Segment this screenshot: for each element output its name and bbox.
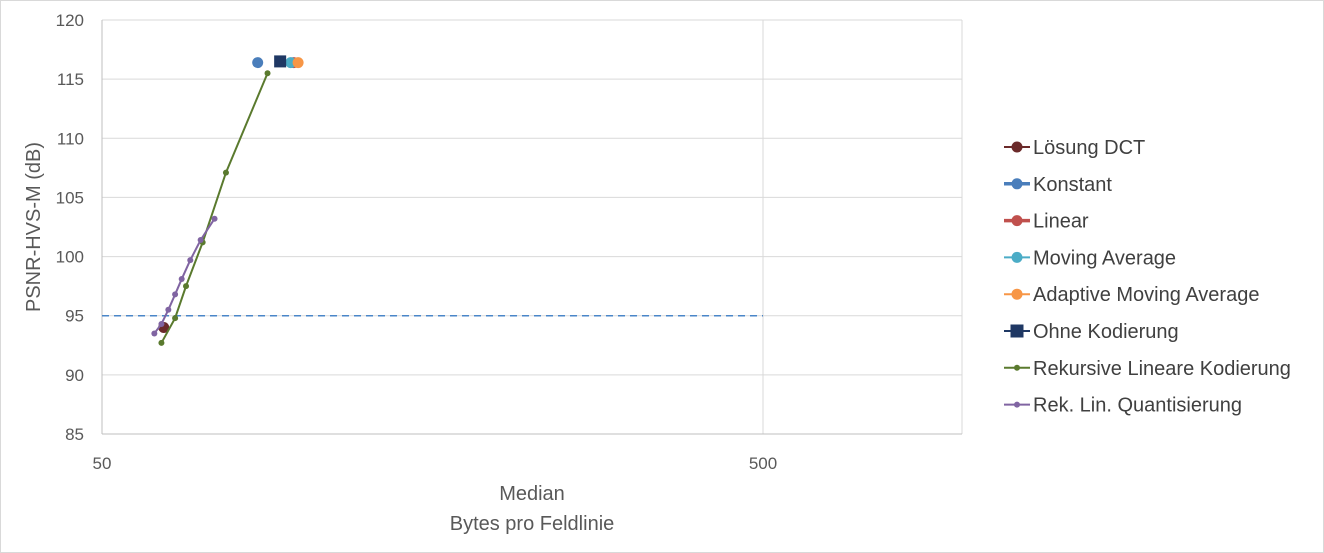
x-axis-title: Median: [499, 483, 565, 505]
legend-swatch-marker: [1011, 288, 1023, 300]
series-line-rekursive-lineare-kodierung: [160, 72, 269, 344]
x-axis-subtitle: Bytes pro Feldlinie: [450, 513, 615, 535]
legend-label: Lösung DCT: [1033, 137, 1145, 159]
legend-item-linear: Linear: [1004, 211, 1089, 233]
legend-label: Konstant: [1033, 174, 1112, 196]
legend-item-adaptive-moving-average: Adaptive Moving Average: [1004, 284, 1259, 306]
legend-swatch-marker: [1014, 401, 1020, 408]
data-point-rek-lin-quantisierung: [197, 237, 204, 244]
data-point-rek-lin-quantisierung: [211, 215, 218, 222]
data-point-rek-lin-quantisierung: [187, 257, 194, 264]
legend-label: Linear: [1033, 211, 1089, 233]
legend-swatch-marker: [1011, 178, 1023, 190]
data-point-rek-lin-quantisierung: [151, 330, 158, 337]
legend-label: Moving Average: [1033, 247, 1176, 269]
y-tick-label: 90: [65, 366, 84, 385]
y-tick-label: 115: [57, 70, 84, 89]
legend-item-konstant: Konstant: [1004, 174, 1112, 196]
data-point-rek-lin-quantisierung: [172, 291, 179, 298]
legend-swatch-marker: [1014, 364, 1020, 371]
legend-item-l-sung-dct: Lösung DCT: [1004, 137, 1145, 159]
y-tick-label: 85: [65, 425, 84, 444]
x-tick-label: 500: [749, 454, 777, 473]
legend-swatch-marker: [1011, 141, 1023, 153]
legend-item-ohne-kodierung: Ohne Kodierung: [1004, 321, 1179, 343]
data-point-rekursive-lineare-kodierung: [222, 169, 229, 176]
data-point-konstant: [252, 57, 264, 69]
legend-label: Ohne Kodierung: [1033, 321, 1179, 343]
y-tick-label: 105: [56, 188, 84, 207]
y-axis-title: PSNR-HVS-M (dB): [23, 142, 45, 312]
data-point-adaptive-moving-average: [292, 57, 304, 69]
data-point-rek-lin-quantisierung: [158, 320, 165, 327]
legend-item-rek-lin-quantisierung: Rek. Lin. Quantisierung: [1004, 395, 1242, 417]
data-point-rekursive-lineare-kodierung: [183, 283, 190, 290]
data-point-rekursive-lineare-kodierung: [172, 315, 179, 322]
y-tick-label: 95: [65, 307, 84, 326]
legend-swatch-marker: [1011, 215, 1023, 227]
y-tick-label: 110: [57, 129, 84, 148]
legend-label: Adaptive Moving Average: [1033, 284, 1259, 306]
data-point-rek-lin-quantisierung: [178, 276, 185, 283]
x-tick-label: 50: [93, 454, 112, 473]
legend-swatch-marker: [1011, 251, 1023, 263]
data-point-rekursive-lineare-kodierung: [158, 339, 165, 346]
data-point-ohne-kodierung: [274, 55, 287, 68]
data-point-rekursive-lineare-kodierung: [264, 70, 271, 77]
legend-item-moving-average: Moving Average: [1004, 247, 1176, 269]
legend-label: Rek. Lin. Quantisierung: [1033, 395, 1242, 417]
legend-item-rekursive-lineare-kodierung: Rekursive Lineare Kodierung: [1004, 358, 1291, 380]
data-point-rek-lin-quantisierung: [165, 306, 172, 313]
y-tick-label: 120: [56, 11, 84, 30]
legend-label: Rekursive Lineare Kodierung: [1033, 358, 1291, 380]
legend-swatch-marker: [1010, 324, 1024, 338]
y-tick-label: 100: [56, 248, 84, 267]
